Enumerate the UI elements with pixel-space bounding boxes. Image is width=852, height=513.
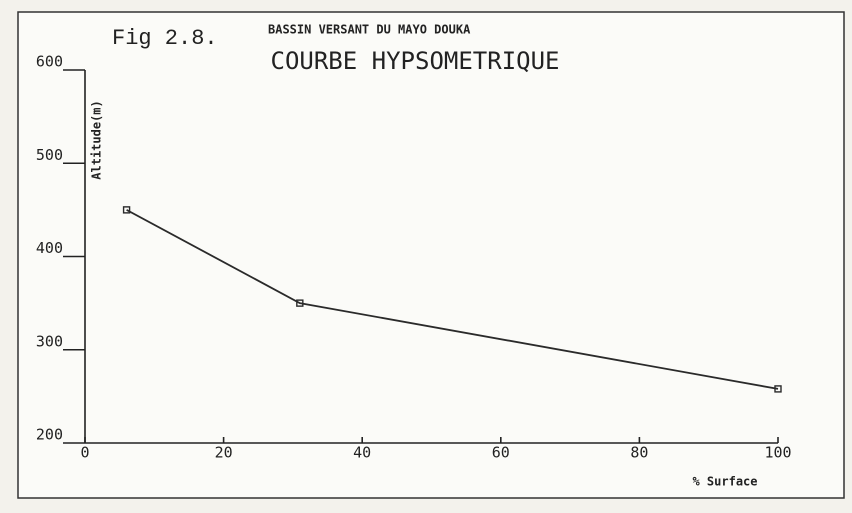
x-tick-label: 100 xyxy=(764,444,791,462)
data-line xyxy=(126,209,779,390)
y-tick-label: 200 xyxy=(36,426,63,444)
x-axis-label: % Surface xyxy=(692,475,757,489)
x-tick-label: 60 xyxy=(492,444,510,462)
figure-label: Fig 2.8. xyxy=(112,26,218,51)
y-tick-label: 600 xyxy=(36,53,63,71)
chart-subtitle: BASSIN VERSANT DU MAYO DOUKA xyxy=(268,23,471,37)
x-tick-label: 20 xyxy=(215,444,233,462)
y-axis-label: Altitude(m) xyxy=(90,100,104,179)
x-tick-label: 80 xyxy=(630,444,648,462)
frame xyxy=(17,11,845,499)
chart-title: COURBE HYPSOMETRIQUE xyxy=(271,47,560,75)
x-tick-label: 0 xyxy=(80,444,89,462)
y-tick-label: 400 xyxy=(36,239,63,257)
x-tick-label: 40 xyxy=(353,444,371,462)
y-tick-label: 300 xyxy=(36,332,63,350)
data-point xyxy=(296,299,304,307)
data-point xyxy=(122,206,131,214)
y-tick-label: 500 xyxy=(36,146,63,164)
data-point xyxy=(774,385,782,393)
